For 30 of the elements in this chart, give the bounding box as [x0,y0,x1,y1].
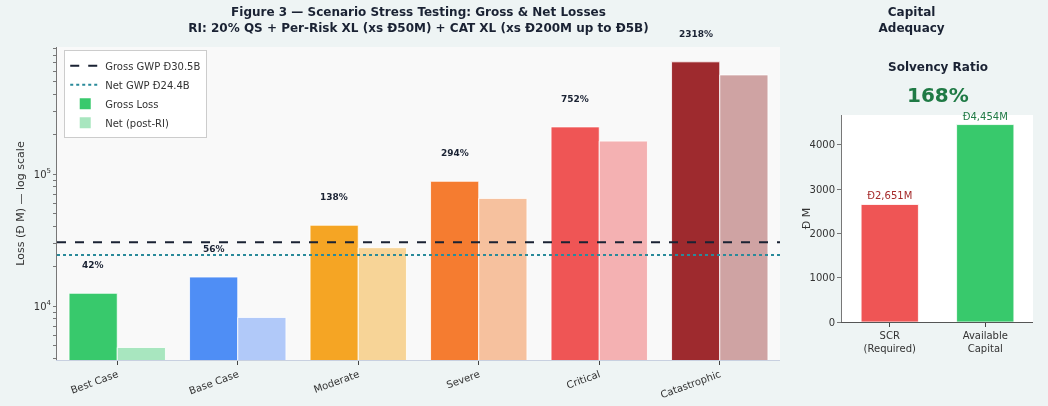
y-tick-label: 0 [828,316,835,328]
text: 2318% [679,29,714,39]
chart-subtitle: Solvency Ratio [888,60,989,74]
legend-label: Gross Loss [105,98,159,110]
x-tick-label: SCR (Required) [863,330,916,354]
y-tick-label: 10$^{4}$ [33,299,52,312]
chart-title: Capital Adequacy [878,5,945,36]
legend-label: Net (post-RI) [105,117,169,129]
x-tick-label: Base Case [187,368,241,397]
legend-label: Gross GWP Đ30.5B [105,60,201,72]
x-tick-label: Available Capital [962,330,1008,354]
text: 168% [907,83,969,107]
chart-title: Figure 3 — Scenario Stress Testing: Gross & Net Losses RI: 20% QS + Per-Risk XL (xs Đ50M) + CAT XL (xs Đ200M up to Đ5B) [188,5,649,36]
annotation: 752% [561,94,589,104]
y-tick-label: 2000 [809,227,835,239]
y-tick-label: 4000 [809,139,835,151]
y-axis-title: Loss (Đ M) — log scale [14,141,28,266]
data-label: Đ4,454M [962,110,1008,122]
y-tick-label: 1000 [809,272,835,284]
y-axis-title: Đ M [800,207,813,230]
x-tick-label: Best Case [69,368,120,396]
legend-label: Net GWP Đ24.4B [105,79,190,91]
annotation: 138% [320,192,348,202]
annotation: 56% [203,244,225,254]
y-tick-label: 10$^{5}$ [33,167,51,180]
data-label: Đ2,651M [867,190,913,202]
annotation: 42% [82,260,104,270]
x-tick-label: Severe [444,368,482,391]
annotation: 294% [441,148,469,158]
y-tick-label: 3000 [809,183,835,195]
